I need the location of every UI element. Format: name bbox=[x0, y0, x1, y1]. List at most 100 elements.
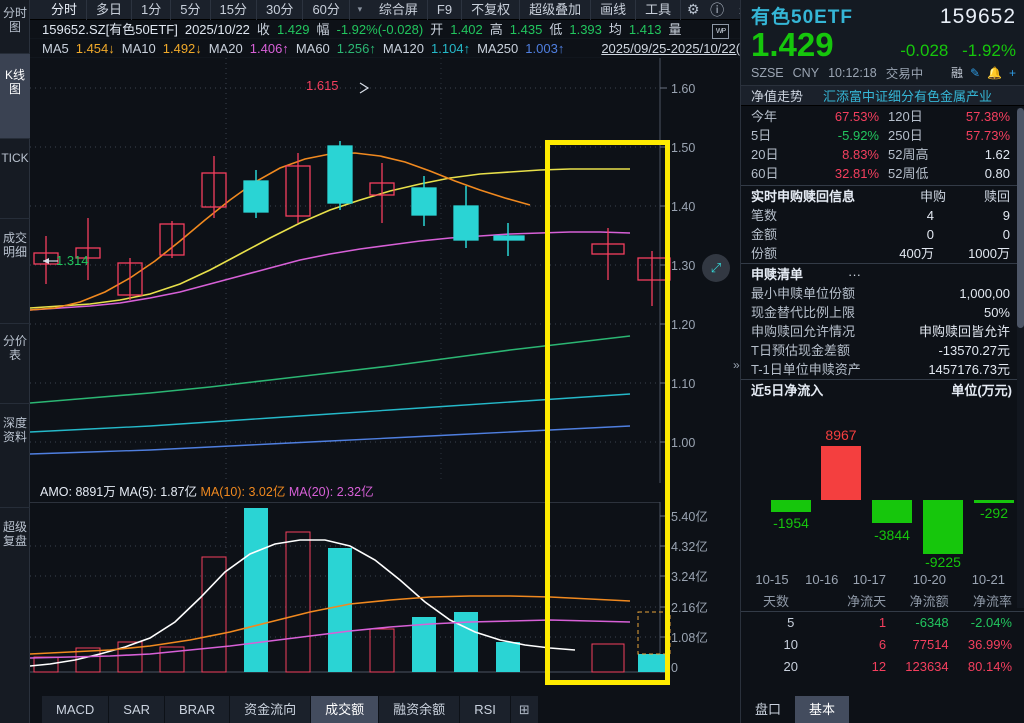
svg-text:2.16亿: 2.16亿 bbox=[671, 600, 708, 615]
period-tab-60m[interactable]: 60分 bbox=[303, 0, 350, 20]
period-tab-15m[interactable]: 15分 bbox=[211, 0, 257, 20]
indicator-tab-margin-balance[interactable]: 融资余额 bbox=[379, 696, 461, 723]
flow-rate: 80.14% bbox=[967, 658, 1012, 674]
flow-bar-1 bbox=[771, 500, 811, 512]
pcf-value: 申购赎回皆允许 bbox=[918, 324, 1010, 339]
chevron-down-icon[interactable]: ▾ bbox=[357, 4, 363, 14]
avg-label: 均 bbox=[608, 21, 622, 37]
indicator-tab-rsi[interactable]: RSI bbox=[460, 696, 511, 723]
period-tab-5m[interactable]: 5分 bbox=[171, 0, 211, 20]
ma60-label: MA60 bbox=[295, 40, 330, 56]
perf-row: 60日 32.81% 52周低 0.80 bbox=[741, 164, 1024, 183]
sidebar-item-tick[interactable]: TICK bbox=[0, 139, 30, 219]
low-label: 低 bbox=[549, 21, 563, 37]
nav-item-fund-full-name[interactable]: 汇添富中证细分有色金属产业 bbox=[823, 89, 993, 104]
change-value: -1.92%(-0.028) bbox=[336, 21, 424, 37]
high-label: 高 bbox=[489, 21, 503, 37]
flow-net-days: 12 bbox=[871, 658, 887, 674]
period-tab-30m[interactable]: 30分 bbox=[257, 0, 304, 20]
indicator-tab-brar[interactable]: BRAR bbox=[165, 696, 231, 723]
scrollbar-thumb[interactable] bbox=[1017, 108, 1024, 328]
tab-orderbook[interactable]: 盘口 bbox=[741, 696, 796, 723]
indicator-tab-turnover[interactable]: 成交额 bbox=[311, 696, 380, 723]
sidebar-item-trade-detail[interactable]: 成交明细 bbox=[0, 219, 30, 324]
bell-icon[interactable]: 🔔 bbox=[987, 65, 1002, 80]
realtime-redeem-value: 9 bbox=[1002, 208, 1010, 223]
quote-date: 2025/10/22 bbox=[184, 21, 250, 37]
toolbar-no-adjust[interactable]: 不复权 bbox=[462, 0, 521, 20]
right-panel-scrollbar[interactable] bbox=[1017, 108, 1024, 608]
indicator-tab-sar[interactable]: SAR bbox=[109, 696, 166, 723]
sidebar-item-fenshitu[interactable]: 分时图 bbox=[0, 0, 30, 54]
right-bottom-tabs: 盘口 基本 bbox=[741, 690, 1024, 723]
perf-label-2: 52周高 bbox=[888, 147, 929, 162]
nav-item-nav-trend[interactable]: 净值走势 bbox=[751, 89, 804, 104]
more-icon[interactable]: ··· bbox=[848, 267, 862, 282]
add-icon[interactable]: + bbox=[1008, 65, 1016, 80]
perf-value-2: 1.62 bbox=[984, 147, 1010, 162]
sidebar-item-super-replay[interactable]: 超级复盘 bbox=[2, 520, 27, 548]
pcf-value: 50% bbox=[983, 305, 1010, 320]
kline-pane[interactable]: 1.60 1.50 1.40 1.30 1.20 1.10 1.00 bbox=[30, 58, 740, 483]
ma10-value: 1.492↓ bbox=[162, 40, 202, 56]
currency-label: CNY bbox=[792, 65, 820, 80]
svg-text:1.30: 1.30 bbox=[671, 259, 695, 273]
high-value: 1.435 bbox=[509, 21, 543, 37]
svg-text:8967: 8967 bbox=[825, 427, 856, 443]
toolbar-draw[interactable]: 画线 bbox=[591, 0, 637, 20]
flow-col-days: 天数 bbox=[741, 590, 841, 612]
perf-label-1: 5日 bbox=[751, 128, 772, 143]
add-indicator-button[interactable]: ⊞ bbox=[510, 696, 539, 723]
ma5-label: MA5 bbox=[42, 40, 69, 56]
tab-fundamentals[interactable]: 基本 bbox=[795, 696, 850, 723]
date-range-selector[interactable]: 2025/09/25-2025/10/22(14日) bbox=[601, 40, 772, 56]
indicator-tab-macd[interactable]: MACD bbox=[42, 696, 110, 723]
svg-text:3.24亿: 3.24亿 bbox=[671, 569, 708, 584]
flow-amount: -6348 bbox=[915, 614, 949, 630]
collapse-panel-icon[interactable]: » bbox=[733, 358, 740, 372]
realtime-subscribe-value: 4 bbox=[926, 208, 934, 223]
toolbar-super-overlay[interactable]: 超级叠加 bbox=[520, 0, 592, 20]
period-tab-fenshi[interactable]: 分时 bbox=[42, 0, 88, 20]
period-tab-1m[interactable]: 1分 bbox=[132, 0, 172, 20]
close-value: 1.429 bbox=[276, 21, 310, 37]
net-inflow-title: 近5日净流入 bbox=[751, 383, 824, 398]
performance-grid: 今年 67.53% 120日 57.38% 5日 -5.92% 250日 57.… bbox=[741, 106, 1024, 185]
exchange-label: SZSE bbox=[751, 65, 784, 80]
sidebar-item-kline[interactable]: K线图 bbox=[0, 54, 30, 139]
pcf-value: 1457176.73元 bbox=[928, 362, 1010, 377]
perf-row: 5日 -5.92% 250日 57.73% bbox=[741, 126, 1024, 145]
flow-date-1: 10-15 bbox=[755, 571, 789, 587]
toolbar-tools[interactable]: 工具 bbox=[636, 0, 682, 20]
indicator-tab-fund-flow[interactable]: 资金流向 bbox=[230, 696, 312, 723]
realtime-subscribe-value: 400万 bbox=[899, 246, 934, 261]
flow-rate: 36.99% bbox=[967, 636, 1012, 652]
volume-pane[interactable]: 5.40亿 4.32亿 3.24亿 2.16亿 1.08亿 0 bbox=[30, 502, 740, 690]
pcf-title: 申赎清单 bbox=[751, 267, 804, 282]
pcf-key: T日预估现金差额 bbox=[751, 343, 850, 358]
realtime-key: 金额 bbox=[751, 227, 778, 242]
indicator-tabs: MACD SAR BRAR 资金流向 成交额 融资余额 RSI ⊞ bbox=[0, 690, 740, 723]
toolbar-f9[interactable]: F9 bbox=[428, 0, 463, 20]
margin-icon[interactable]: 融 bbox=[950, 66, 963, 80]
wp-icon[interactable]: WP bbox=[712, 24, 729, 39]
toolbar-comprehensive[interactable]: 综合屏 bbox=[370, 0, 428, 20]
edit-icon[interactable]: ✎ bbox=[969, 65, 981, 80]
sidebar-item-depth-data[interactable]: 深度资料 bbox=[0, 404, 30, 508]
charts-container: 1.60 1.50 1.40 1.30 1.20 1.10 1.00 bbox=[30, 58, 740, 708]
gear-icon[interactable]: ⚙ bbox=[686, 1, 700, 17]
flow-bar-3 bbox=[872, 500, 912, 523]
net-inflow-chart: -1954 8967 -3844 -9225 -292 bbox=[741, 400, 1024, 568]
net-inflow-svg: -1954 8967 -3844 -9225 -292 bbox=[771, 427, 1014, 568]
fund-navbar: 净值走势 汇添富中证细分有色金属产业 bbox=[741, 85, 1024, 106]
ma5-value: 1.454↓ bbox=[75, 40, 115, 56]
net-inflow-header: 近5日净流入 单位(万元) bbox=[741, 379, 1024, 400]
toolbar-right-group: 综合屏 F9 不复权 超级叠加 画线 工具 ⚙ ⓘ › bbox=[370, 0, 753, 20]
flow-table-header: 天数 净流天 净流额 净流率 bbox=[741, 590, 1024, 612]
help-icon[interactable]: ⓘ bbox=[710, 1, 725, 18]
pcf-row: 最小申赎单位份额 1,000,00 bbox=[741, 284, 1024, 303]
period-tab-duori[interactable]: 多日 bbox=[87, 0, 133, 20]
ma250-label: MA250 bbox=[477, 40, 519, 56]
sidebar-item-price-table[interactable]: 分价表 bbox=[0, 324, 30, 404]
zoom-resize-icon[interactable]: ⤢ bbox=[702, 254, 730, 282]
